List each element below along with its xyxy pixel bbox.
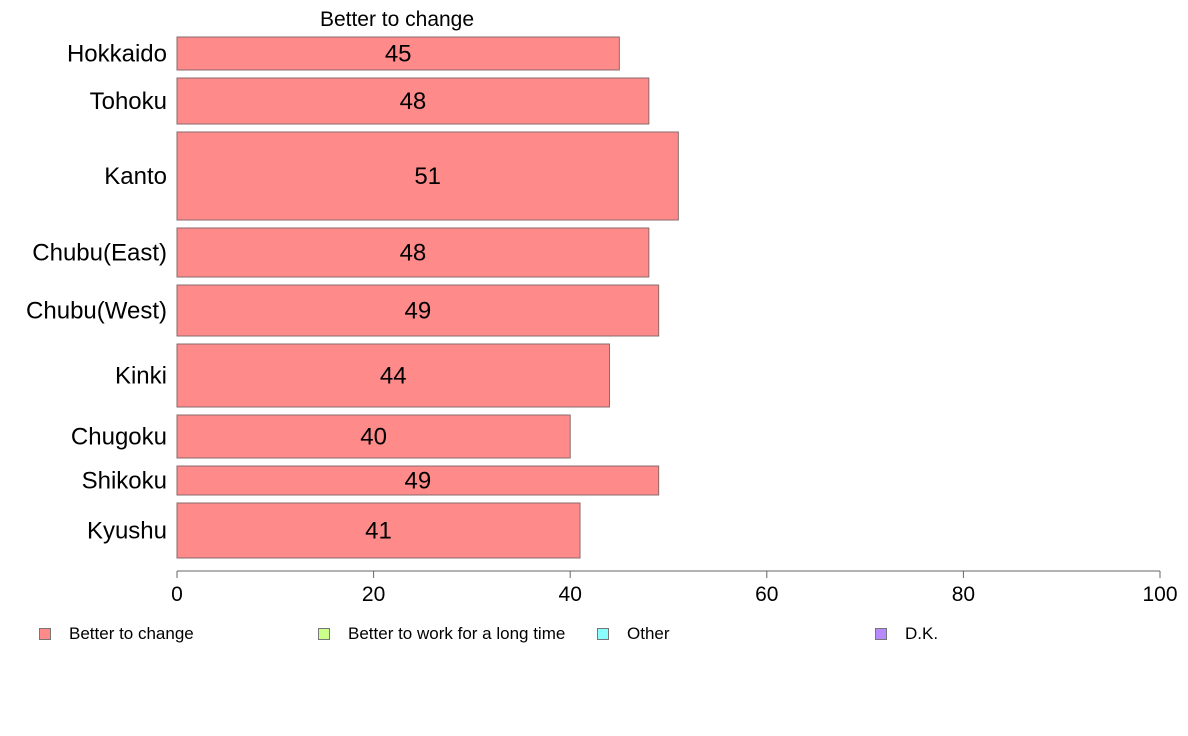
category-label-kinki: Kinki xyxy=(115,363,167,390)
data-label-kyushu: 41 xyxy=(365,518,392,545)
x-tick-label-0: 0 xyxy=(171,583,183,606)
data-label-hokkaido: 45 xyxy=(385,41,412,68)
category-label-chugoku: Chugoku xyxy=(71,424,167,451)
bar-chubu-west xyxy=(176,284,660,337)
x-tick-label-100: 100 xyxy=(1142,583,1177,606)
bar-kinki xyxy=(176,343,611,408)
category-label-kanto: Kanto xyxy=(104,163,167,190)
legend-label-dk: D.K. xyxy=(905,624,939,643)
bar-kyushu xyxy=(176,502,581,559)
category-label-tohoku: Tohoku xyxy=(90,88,167,115)
bar-chubu-east xyxy=(176,227,650,278)
bars-layer: Hokkaido 45 Tohoku 48 Kanto 51 Chubu(East) 48 Ch… xyxy=(26,36,679,559)
data-label-chubu-east: 48 xyxy=(400,240,427,267)
bar-tohoku xyxy=(176,77,650,125)
data-label-kinki: 44 xyxy=(380,363,407,390)
legend-item-other: Other xyxy=(597,624,670,644)
chart-title: Better to change xyxy=(320,8,474,31)
bar-shikoku xyxy=(176,465,660,496)
legend-swatch-other xyxy=(597,628,609,640)
bar-kanto xyxy=(176,131,679,221)
x-tick-label-40: 40 xyxy=(559,583,582,606)
legend-swatch-better-to-change xyxy=(39,628,51,640)
data-label-chugoku: 40 xyxy=(360,424,387,451)
legend-swatch-better-to-work-long xyxy=(318,628,330,640)
legend-label-better-to-change: Better to change xyxy=(69,624,194,643)
bar-chugoku xyxy=(176,414,571,459)
category-label-kyushu: Kyushu xyxy=(87,518,167,545)
data-label-chubu-west: 49 xyxy=(404,298,431,325)
legend-label-better-to-work-long: Better to work for a long time xyxy=(348,624,566,643)
category-label-chubu-east: Chubu(East) xyxy=(32,240,167,267)
data-label-tohoku: 48 xyxy=(400,88,427,115)
data-label-kanto: 51 xyxy=(414,163,441,190)
legend-label-other: Other xyxy=(627,624,670,643)
x-tick-label-20: 20 xyxy=(362,583,385,606)
category-label-hokkaido: Hokkaido xyxy=(67,41,167,68)
legend-item-better-to-change: Better to change xyxy=(39,624,194,644)
legend-item-dk: D.K. xyxy=(875,624,938,644)
category-label-shikoku: Shikoku xyxy=(82,468,167,495)
x-tick-label-60: 60 xyxy=(755,583,778,606)
legend-item-better-to-work-long: Better to work for a long time xyxy=(318,624,565,644)
legend: Better to change Better to work for a lo… xyxy=(0,624,1188,646)
category-label-chubu-west: Chubu(West) xyxy=(26,298,167,325)
bar-hokkaido xyxy=(176,36,620,71)
data-label-shikoku: 49 xyxy=(404,468,431,495)
x-axis: 0 20 40 60 80 100 xyxy=(171,570,1178,606)
legend-swatch-dk xyxy=(875,628,887,640)
x-tick-label-80: 80 xyxy=(952,583,975,606)
